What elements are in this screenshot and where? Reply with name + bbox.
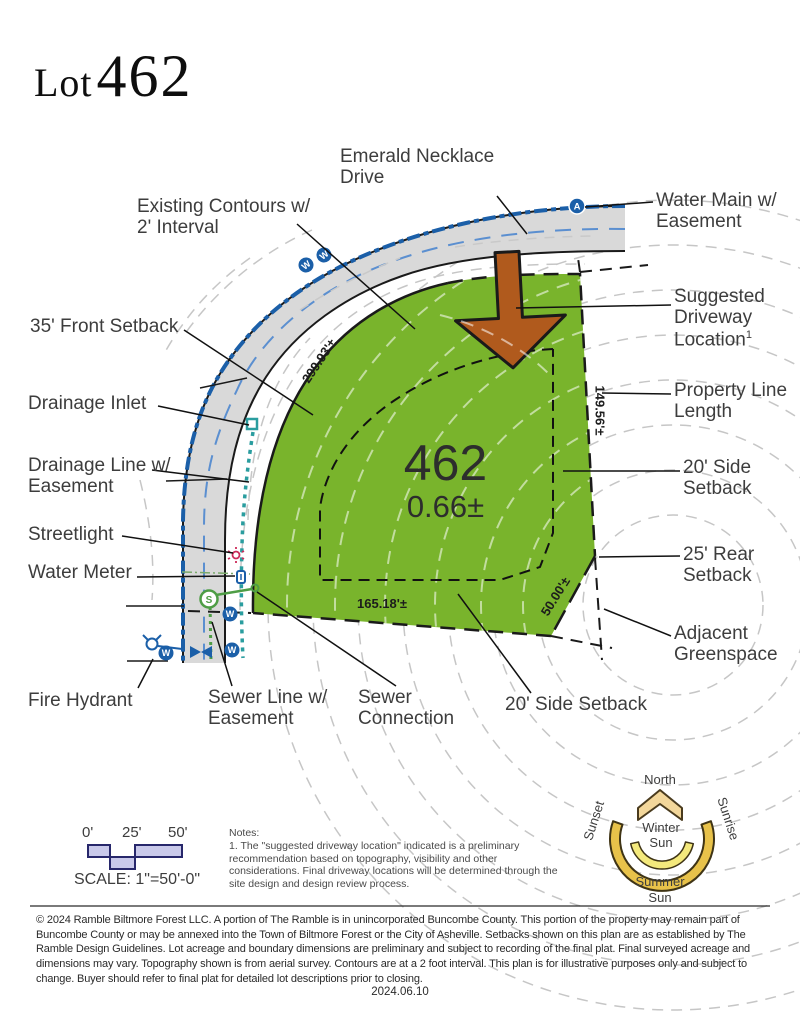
title-lot-number: 462 bbox=[96, 43, 193, 109]
scale-tick-50: 50' bbox=[168, 824, 188, 841]
label-suggested-driveway: Suggested Driveway Location1 bbox=[674, 286, 765, 351]
lot-front-property-line bbox=[251, 281, 449, 614]
property-line-extensions bbox=[187, 250, 649, 661]
svg-text:W: W bbox=[228, 645, 237, 655]
label-sewer-connection: Sewer Connection bbox=[358, 687, 455, 730]
label-adjacent-greenspace: Adjacent Greenspace bbox=[674, 623, 778, 666]
adjacent-parcel-lines bbox=[126, 377, 248, 662]
compass-sunset-label: Sunset bbox=[580, 799, 607, 842]
label-sewer-line: Sewer Line w/ Easement bbox=[208, 687, 328, 730]
svg-text:S: S bbox=[206, 595, 213, 606]
lot-acreage: 0.66± bbox=[406, 489, 485, 524]
streetlight-icon bbox=[227, 547, 245, 563]
contour-over-arrow bbox=[439, 314, 551, 376]
dimension-bottom: 165.18'± bbox=[357, 596, 407, 611]
lot-number: 462 bbox=[403, 435, 488, 491]
label-property-line-length: Property Line Length bbox=[674, 380, 788, 423]
compass-summer-label: Summer bbox=[635, 874, 685, 889]
label-fire-hydrant: Fire Hydrant bbox=[28, 690, 133, 711]
north-arrow-icon bbox=[637, 789, 683, 821]
lot-rear-diagonal-line bbox=[549, 555, 597, 637]
sewer-service-line bbox=[215, 587, 253, 597]
road-pavement bbox=[183, 206, 625, 663]
scale-bar bbox=[87, 844, 183, 870]
sewer-manhole-icon: S bbox=[199, 589, 219, 609]
label-existing-contours: Existing Contours w/ 2' Interval bbox=[137, 196, 311, 239]
fire-hydrant-icon bbox=[142, 634, 183, 651]
road-centerline bbox=[203, 227, 626, 663]
page-title: Lot 462 bbox=[34, 42, 193, 111]
notes-body: 1. The "suggested driveway location" ind… bbox=[229, 839, 558, 891]
scale-tick-0: 0' bbox=[82, 824, 94, 841]
water-meter-icon bbox=[236, 570, 246, 584]
scale-tick-25: 25' bbox=[122, 824, 142, 841]
svg-text:A: A bbox=[574, 202, 581, 213]
footer-date: 2024.06.10 bbox=[371, 986, 429, 998]
scale-text: SCALE: 1"=50'-0" bbox=[74, 871, 201, 888]
winter-sun-arc bbox=[629, 841, 695, 870]
drainage-line bbox=[239, 431, 255, 659]
drainage-inlet-icon bbox=[245, 417, 259, 431]
gate-valve-icon bbox=[190, 646, 212, 658]
summer-sun-arc bbox=[609, 820, 715, 892]
contours-on-road bbox=[299, 235, 593, 311]
label-drainage-line: Drainage Line w/ Easement bbox=[28, 455, 171, 498]
compass-sunrise-label: Sunrise bbox=[714, 795, 742, 842]
label-side-setback-right: 20' Side Setback bbox=[683, 457, 752, 500]
notes-heading: Notes: bbox=[229, 827, 260, 839]
air-release-marker: A bbox=[568, 197, 586, 215]
dimension-right: 149.56'± bbox=[592, 385, 608, 436]
svg-text:Sun: Sun bbox=[649, 835, 672, 850]
title-prefix: Lot bbox=[34, 60, 93, 105]
driveway-arrow bbox=[454, 249, 567, 370]
leader-lines bbox=[121, 195, 681, 694]
label-streetlight: Streetlight bbox=[28, 524, 114, 545]
sewer-connection-icon bbox=[250, 583, 260, 593]
label-water-meter: Water Meter bbox=[28, 562, 132, 583]
notes-block: Notes: 1. The "suggested driveway locati… bbox=[229, 827, 565, 891]
label-side-setback-bottom: 20' Side Setback bbox=[505, 694, 647, 715]
svg-text:Sun: Sun bbox=[648, 890, 671, 905]
note-reference: 1 bbox=[745, 328, 752, 341]
label-drainage-inlet: Drainage Inlet bbox=[28, 393, 147, 414]
contour-lines-on-lot bbox=[286, 274, 595, 636]
label-front-setback: 35' Front Setback bbox=[30, 316, 179, 337]
label-rear-setback: 25' Rear Setback bbox=[683, 544, 755, 587]
svg-text:W: W bbox=[226, 609, 235, 619]
compass-north-label: North bbox=[644, 772, 676, 787]
setback-line bbox=[319, 348, 554, 581]
footer-copyright: © 2024 Ramble Biltmore Forest LLC. A por… bbox=[36, 914, 751, 985]
label-water-main: Water Main w/ Easement bbox=[656, 190, 777, 233]
svg-text:W: W bbox=[162, 648, 171, 658]
compass-winter-label: Winter bbox=[642, 820, 680, 835]
label-street-name: Emerald Necklace Drive bbox=[340, 146, 495, 189]
sun-compass: North Winter Sun Summer Sun Sunset Sunri… bbox=[580, 772, 742, 905]
